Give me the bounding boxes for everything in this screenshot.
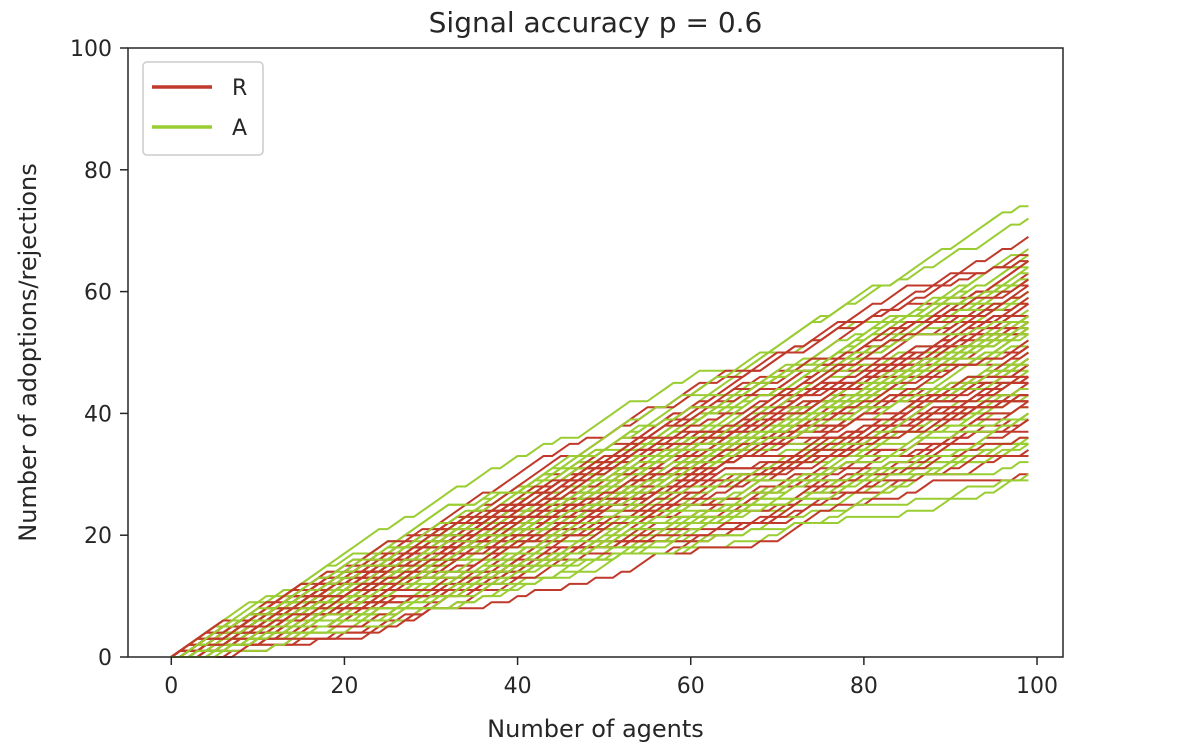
plot-frame (127, 47, 1064, 658)
series-line-A (171, 461, 1029, 658)
x-tick-label: 60 (677, 674, 705, 699)
x-tick-label: 40 (504, 674, 532, 699)
series-line-A (170, 442, 1029, 658)
series-line-A (171, 290, 1029, 658)
series-line-R (170, 235, 1029, 658)
series-line-R (170, 394, 1029, 658)
series-line-R (170, 260, 1029, 658)
x-axis-label: Number of agents (487, 715, 704, 743)
series-line-A (170, 442, 1029, 658)
y-axis-ticks: 0 20 40 60 80 100 (70, 37, 128, 671)
series-line-A (171, 205, 1029, 658)
y-tick-label: 100 (70, 37, 112, 62)
series-line-A (171, 473, 1029, 658)
x-tick-label: 80 (850, 674, 878, 699)
y-tick-label: 20 (84, 524, 112, 549)
series-line-A (171, 443, 1029, 658)
x-axis-ticks: 0 20 40 60 80 100 (164, 657, 1058, 699)
series-line-A (171, 363, 1029, 658)
x-tick-label: 0 (164, 674, 178, 699)
legend-label-A: A (232, 116, 247, 141)
legend: RA (142, 61, 264, 156)
series-line-A (170, 442, 1029, 658)
series-line-R (171, 321, 1029, 658)
y-tick-label: 80 (84, 159, 112, 184)
series-line-R (171, 302, 1029, 658)
series-line-R (170, 394, 1029, 658)
y-tick-label: 40 (84, 402, 112, 427)
y-axis-label: Number of adoptions/rejections (14, 163, 42, 541)
legend-label-R: R (232, 76, 247, 101)
y-tick-label: 60 (84, 281, 112, 306)
series-line-A (171, 321, 1029, 658)
x-tick-label: 20 (330, 674, 358, 699)
x-tick-label: 100 (1016, 674, 1058, 699)
series-line-A (171, 412, 1029, 658)
y-tick-label: 0 (98, 646, 112, 671)
chart-title: Signal accuracy p = 0.6 (429, 6, 763, 39)
plot-lines (170, 205, 1029, 658)
series-line-R (171, 376, 1029, 658)
series-line-A (171, 327, 1029, 658)
series-line-A (171, 442, 1029, 658)
series-line-A (171, 272, 1029, 658)
